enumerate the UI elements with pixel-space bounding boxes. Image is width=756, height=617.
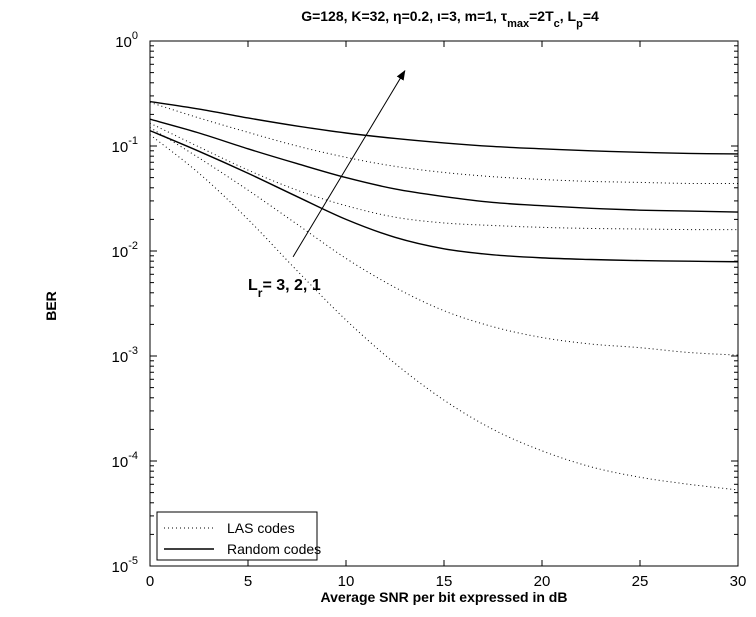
legend-label-solid: Random codes bbox=[227, 541, 321, 557]
las-series-line bbox=[150, 122, 738, 231]
x-axis-label: Average SNR per bit expressed in dB bbox=[321, 589, 568, 605]
axis-ticks: 0 5 10 15 20 25 30 100 10-1 10-2 10-3 10-4 10-5 bbox=[112, 30, 747, 590]
chart-title: G=128, K=32, η=0.2, ι=3, m=1, τmax=2Tc, … bbox=[301, 8, 599, 30]
random-series-line bbox=[150, 100, 738, 155]
las-series-line bbox=[150, 134, 738, 491]
x-tick-label: 20 bbox=[534, 573, 551, 590]
annotation-label: Lr= 3, 2, 1 bbox=[248, 277, 321, 300]
random-series-line bbox=[150, 118, 738, 213]
x-tick-label: 25 bbox=[632, 573, 649, 590]
plot-frame bbox=[149, 40, 739, 567]
x-tick-label: 30 bbox=[730, 573, 747, 590]
x-tick-label: 5 bbox=[244, 573, 252, 590]
x-tick-label: 10 bbox=[338, 573, 355, 590]
y-tick-label: 10-5 bbox=[112, 555, 138, 576]
annotation-arrow bbox=[292, 69, 406, 258]
y-tick-label: 10-1 bbox=[112, 135, 138, 156]
x-tick-label: 0 bbox=[146, 573, 154, 590]
y-tick-label: 100 bbox=[115, 30, 138, 51]
legend-label-dotted: LAS codes bbox=[227, 520, 295, 536]
y-tick-label: 10-2 bbox=[112, 240, 138, 261]
y-axis-label: BER bbox=[43, 291, 59, 321]
x-tick-label: 15 bbox=[436, 573, 453, 590]
legend-box bbox=[156, 511, 318, 561]
y-tick-label: 10-4 bbox=[112, 450, 138, 471]
series-layer bbox=[150, 100, 738, 491]
las-series-line bbox=[150, 127, 738, 356]
y-tick-label: 10-3 bbox=[112, 345, 138, 366]
random-series-line bbox=[150, 130, 738, 263]
legend: LAS codes Random codes bbox=[156, 511, 321, 561]
